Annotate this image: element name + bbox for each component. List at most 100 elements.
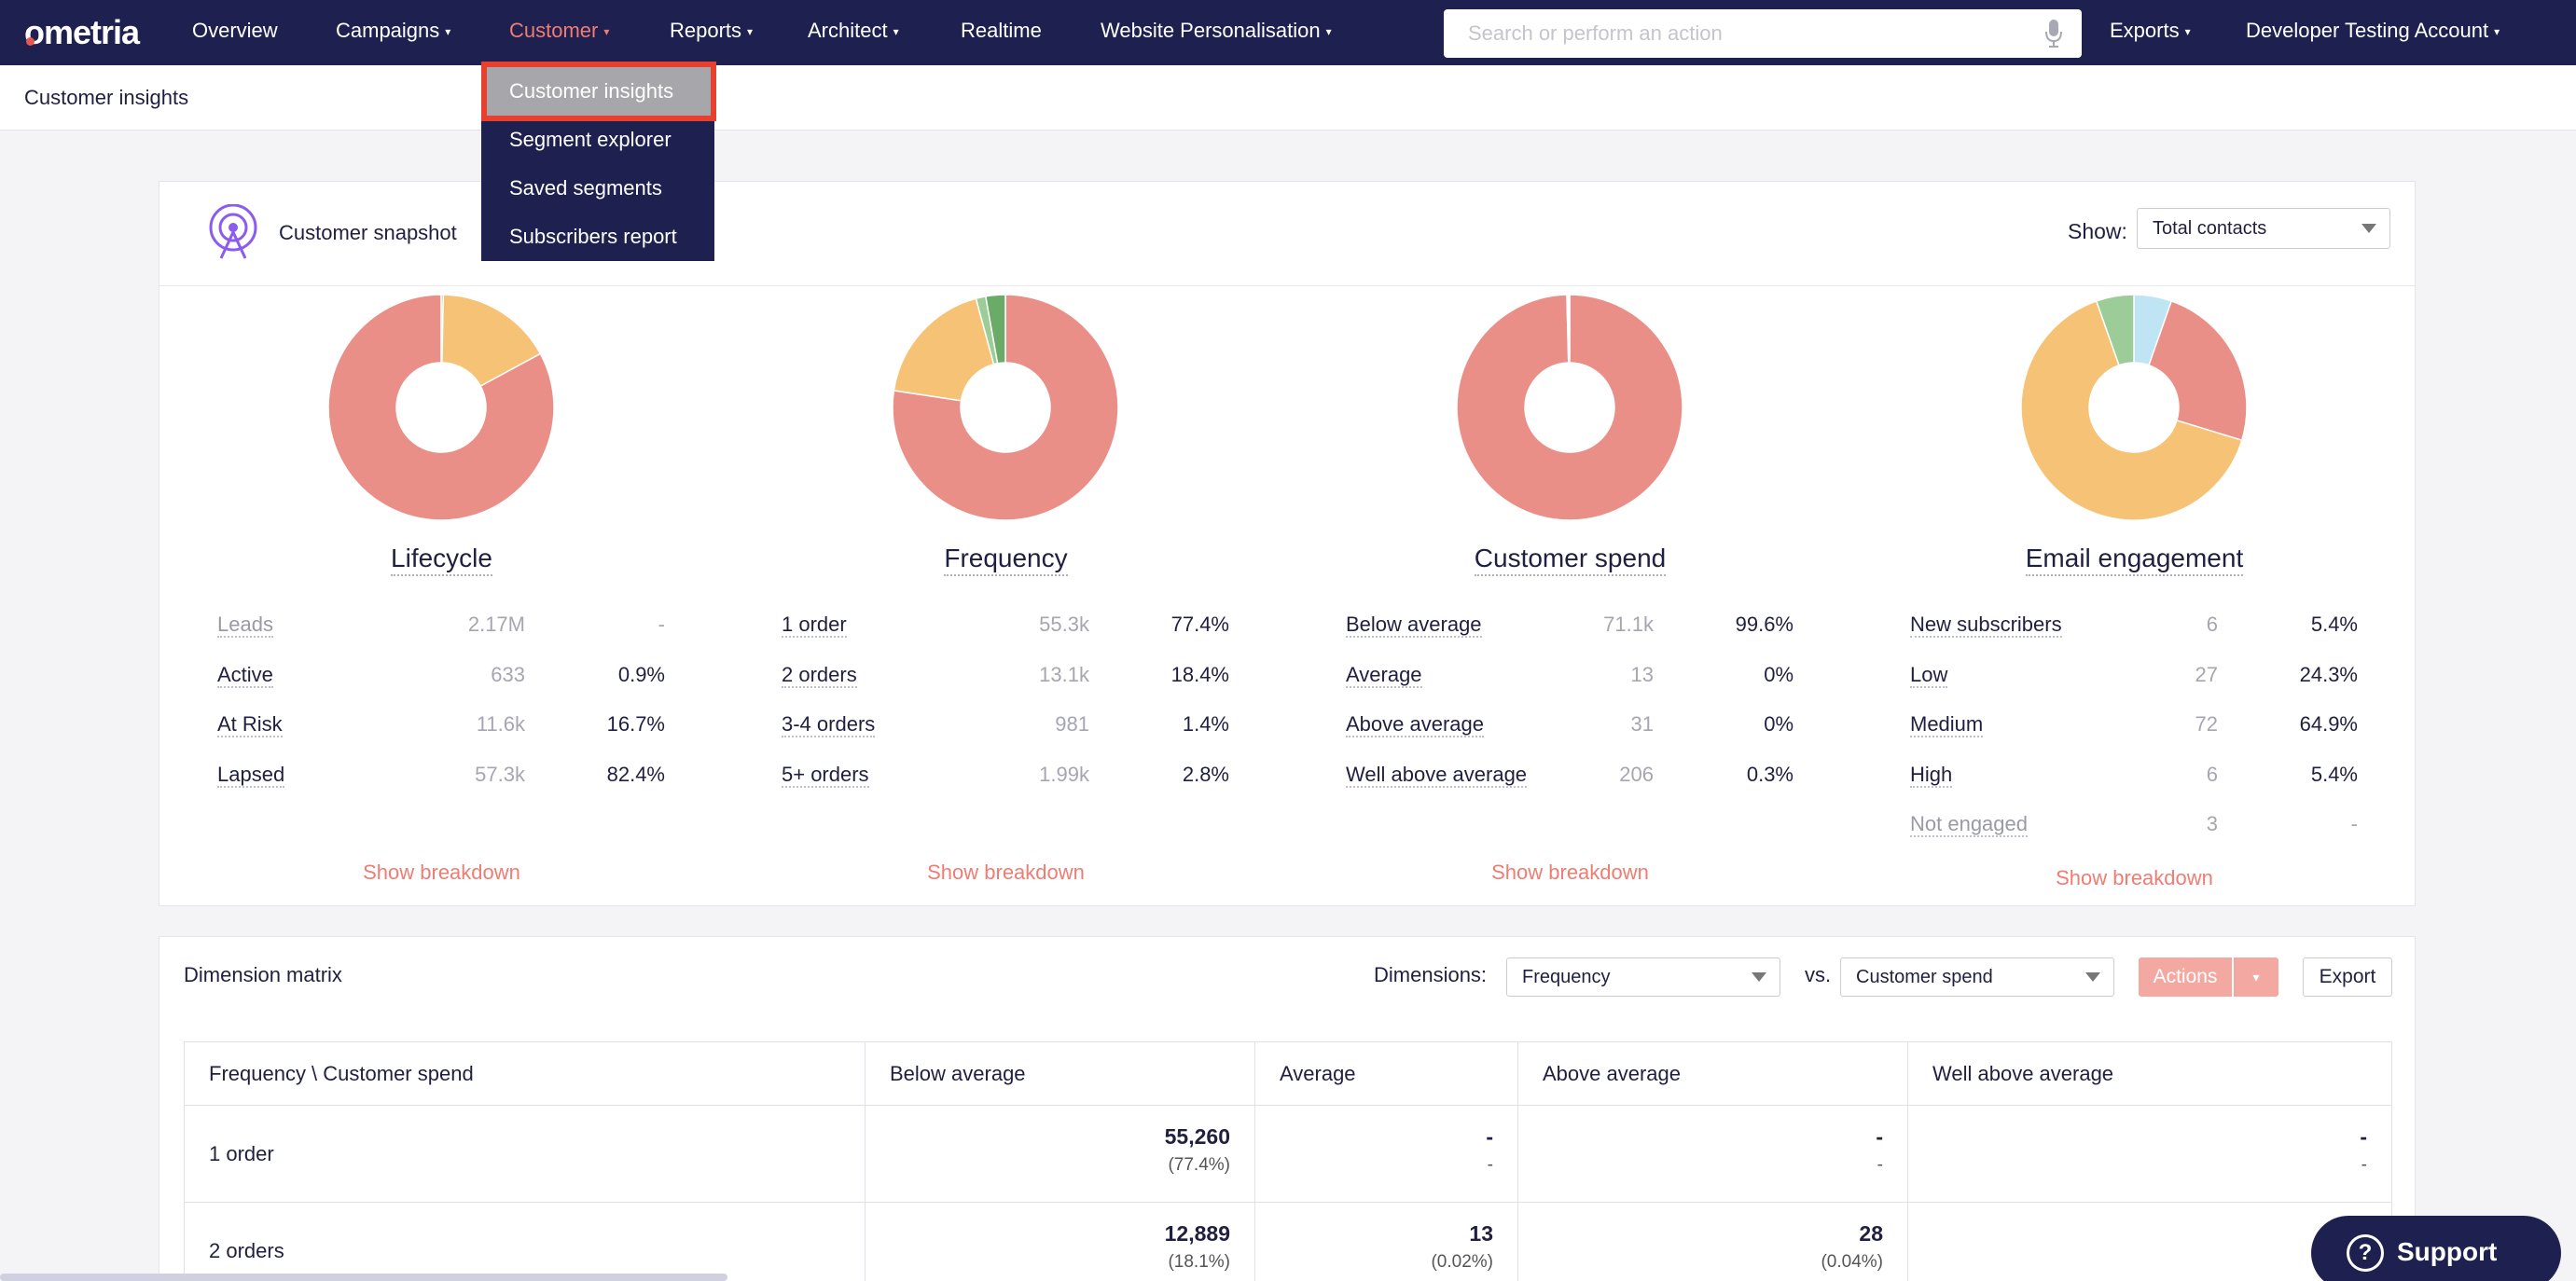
segment-label-text: Average: [1346, 662, 1422, 688]
row-label: 1 order: [184, 1105, 866, 1203]
segment-row[interactable]: Above average 31 0%: [1346, 712, 1794, 740]
matrix-cell[interactable]: --: [1517, 1105, 1908, 1203]
cell-value: 12,889: [1164, 1221, 1230, 1246]
nav-customer[interactable]: Customer ▾: [509, 19, 609, 43]
show-select[interactable]: Total contacts: [2137, 208, 2390, 249]
nav-overview[interactable]: Overview: [192, 19, 278, 43]
segment-label[interactable]: Below average: [1346, 613, 1482, 638]
segment-label[interactable]: Medium: [1910, 712, 1984, 737]
show-breakdown-link[interactable]: Show breakdown: [363, 861, 520, 884]
donut-slice[interactable]: [1566, 294, 1571, 364]
ometria-logo[interactable]: ometria: [24, 13, 140, 51]
nav-exports[interactable]: Exports ▾: [2110, 19, 2191, 43]
nav-realtime[interactable]: Realtime: [961, 19, 1042, 43]
nav-website-personalisation[interactable]: Website Personalisation ▾: [1101, 19, 1332, 43]
support-button[interactable]: ? Support: [2311, 1216, 2561, 1281]
nav-label: Overview: [192, 19, 278, 42]
segment-row[interactable]: Medium 72 64.9%: [1910, 712, 2358, 740]
donut-slice[interactable]: [892, 294, 1119, 521]
segment-label[interactable]: Active: [217, 662, 273, 688]
matrix-cell[interactable]: 28 (0.04%): [1517, 1202, 1908, 1281]
dimension-matrix-card: Dimension matrix Dimensions: Frequency v…: [159, 936, 2416, 1281]
menu-item-subscribers-report[interactable]: Subscribers report: [509, 225, 677, 248]
top-nav: ometria Overview Campaigns ▾ Customer ▾ Re…: [0, 0, 2576, 65]
segment-label[interactable]: High: [1910, 762, 1953, 788]
show-breakdown-link[interactable]: Show breakdown: [927, 861, 1085, 884]
matrix-cell[interactable]: 12,889 (18.1%): [865, 1202, 1255, 1281]
segment-row[interactable]: Below average 71.1k 99.6%: [1346, 613, 1794, 640]
donut-slice[interactable]: [2020, 299, 2243, 521]
menu-item-customer-insights[interactable]: Customer insights: [481, 62, 716, 121]
donut-chart: [1456, 294, 1683, 521]
segment-row[interactable]: New subscribers 6 5.4%: [1910, 613, 2358, 640]
segment-label[interactable]: Low: [1910, 662, 1948, 688]
segment-count: 3: [2206, 812, 2218, 835]
dimension1-select[interactable]: Frequency: [1506, 957, 1780, 997]
segment-row[interactable]: 2 orders 13.1k 18.4%: [782, 662, 1229, 691]
nav-architect[interactable]: Architect ▾: [808, 19, 899, 43]
segment-row[interactable]: 3-4 orders 981 1.4%: [782, 712, 1229, 740]
segment-row[interactable]: Leads 2.17M -: [217, 613, 665, 640]
actions-caret-button[interactable]: ▾: [2234, 957, 2278, 997]
dimension2-select[interactable]: Customer spend: [1840, 957, 2114, 997]
column-title-text: Customer spend: [1474, 544, 1667, 576]
segment-label[interactable]: New subscribers: [1910, 613, 2062, 638]
segment-count: 57.3k: [475, 762, 525, 786]
donut-slice[interactable]: [893, 297, 995, 402]
segment-row[interactable]: Active 633 0.9%: [217, 662, 665, 691]
donut-slice[interactable]: [441, 294, 542, 388]
matrix-cell[interactable]: (0: [1907, 1202, 2392, 1281]
segment-row[interactable]: Low 27 24.3%: [1910, 662, 2358, 691]
segment-label[interactable]: Leads: [217, 613, 273, 638]
microphone-icon[interactable]: [2044, 19, 2063, 48]
segment-row[interactable]: Well above average 206 0.3%: [1346, 762, 1794, 791]
segment-row[interactable]: 5+ orders 1.99k 2.8%: [782, 762, 1229, 791]
segment-row[interactable]: 1 order 55.3k 77.4%: [782, 613, 1229, 640]
segment-label[interactable]: Above average: [1346, 712, 1484, 737]
nav-campaigns[interactable]: Campaigns ▾: [336, 19, 450, 43]
segment-label[interactable]: 5+ orders: [782, 762, 869, 788]
segment-count: 6: [2206, 762, 2218, 786]
segment-row[interactable]: At Risk 11.6k 16.7%: [217, 712, 665, 740]
search-input[interactable]: [1444, 9, 2003, 58]
matrix-cell[interactable]: 13 (0.02%): [1254, 1202, 1518, 1281]
support-label: Support: [2397, 1237, 2498, 1266]
segment-label[interactable]: Average: [1346, 662, 1422, 688]
cell-value: 13: [1469, 1221, 1493, 1246]
cell-value: 55,260: [1164, 1124, 1230, 1149]
show-breakdown-link[interactable]: Show breakdown: [1491, 861, 1649, 884]
donut-slice[interactable]: [2148, 299, 2248, 442]
segment-label[interactable]: 1 order: [782, 613, 847, 638]
segment-row[interactable]: Not engaged 3 -: [1910, 812, 2358, 840]
nav-reports[interactable]: Reports ▾: [670, 19, 753, 43]
donut-slice[interactable]: [327, 294, 555, 521]
segment-label[interactable]: Well above average: [1346, 762, 1528, 788]
actions-button[interactable]: Actions: [2139, 957, 2232, 997]
segment-label[interactable]: 3-4 orders: [782, 712, 876, 737]
cell-value: -: [1876, 1124, 1883, 1149]
matrix-cell[interactable]: --: [1254, 1105, 1518, 1203]
nav-account[interactable]: Developer Testing Account ▾: [2246, 19, 2500, 43]
segment-label[interactable]: Not engaged: [1910, 812, 2028, 837]
segment-row[interactable]: Average 13 0%: [1346, 662, 1794, 691]
donut-slice[interactable]: [1456, 294, 1683, 521]
segment-row[interactable]: Lapsed 57.3k 82.4%: [217, 762, 665, 791]
column-title: Lifecycle: [159, 544, 724, 576]
menu-item-segment-explorer[interactable]: Segment explorer: [509, 128, 672, 151]
segment-label[interactable]: Lapsed: [217, 762, 285, 788]
menu-item-saved-segments[interactable]: Saved segments: [509, 176, 662, 200]
segment-percent: 5.4%: [2310, 613, 2358, 636]
show-breakdown-link[interactable]: Show breakdown: [2056, 866, 2213, 889]
nav-label: Website Personalisation: [1101, 19, 1321, 42]
segment-percent: 16.7%: [606, 712, 665, 736]
horizontal-scrollbar[interactable]: [0, 1274, 727, 1281]
donut-slice[interactable]: [2095, 294, 2135, 366]
matrix-cell[interactable]: --: [1907, 1105, 2392, 1203]
segment-row[interactable]: High 6 5.4%: [1910, 762, 2358, 791]
export-button[interactable]: Export: [2303, 957, 2392, 997]
donut-slice[interactable]: [984, 294, 1006, 365]
segment-label[interactable]: At Risk: [217, 712, 283, 737]
segment-label-text: 3-4 orders: [782, 712, 876, 737]
matrix-cell[interactable]: 55,260 (77.4%): [865, 1105, 1255, 1203]
segment-label[interactable]: 2 orders: [782, 662, 857, 688]
